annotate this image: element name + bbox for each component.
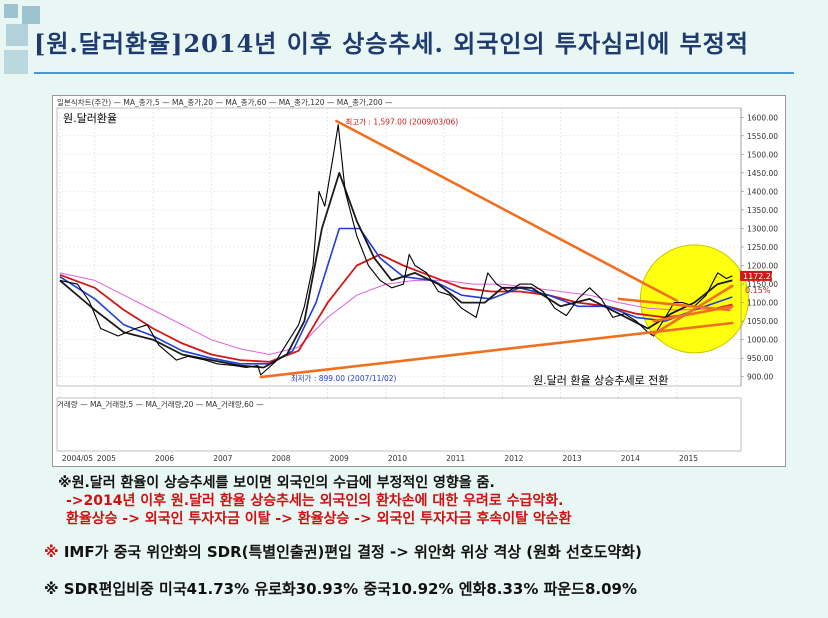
series-line-price bbox=[59, 124, 733, 376]
trend-annotation: 원.달러 환율 상승추세로 전환 bbox=[533, 374, 668, 387]
trend-line-recent-1 bbox=[652, 284, 734, 336]
note-imf: IMF가 중국 위안화의 SDR(특별인출권)편입 결정 -> 위안화 위상 격… bbox=[63, 543, 642, 561]
x-tick-label: 2005 bbox=[97, 454, 116, 463]
y-tick-label: 1050.00 bbox=[747, 317, 778, 326]
current-value: 1172.20 bbox=[743, 272, 776, 281]
text-line-1: ※원.달러 환율이 상승추세를 보이면 외국인의 수급에 부정적인 영향을 줌. bbox=[58, 475, 495, 491]
text-line-2: ->2014년 이후 원.달러 환율 상승추세는 외국인의 환차손에 대한 우려… bbox=[66, 493, 564, 509]
chart-series bbox=[59, 124, 733, 376]
x-tick-label: 2010 bbox=[388, 454, 407, 463]
y-tick-label: 1300.00 bbox=[747, 224, 778, 233]
decor-square-2 bbox=[22, 6, 40, 24]
page-title: [원.달러환율]2014년 이후 상승추세. 외국인의 투자심리에 부정적 bbox=[34, 29, 749, 58]
y-tick-label: 1350.00 bbox=[747, 206, 778, 215]
x-tick-label: 2013 bbox=[563, 454, 582, 463]
chart-legend: 일본식차트(주간) — MA_종가,5 — MA_종가,20 — MA_종가,6… bbox=[57, 97, 393, 107]
text-line-5: ※ SDR편입비중 미국41.73% 유로화30.93% 중국10.92% 엔화… bbox=[44, 580, 638, 598]
trend-lines bbox=[259, 119, 734, 379]
volume-legend: 거래량 — MA_거래량,5 — MA_거래량,20 — MA_거래량,60 — bbox=[57, 400, 264, 409]
y-tick-label: 1400.00 bbox=[747, 187, 778, 196]
note-mark: ※ bbox=[44, 543, 59, 561]
series-label: 원.달러환율 bbox=[63, 112, 117, 125]
series-line-ma60 bbox=[59, 227, 733, 365]
y-tick-label: 1600.00 bbox=[747, 113, 778, 122]
x-tick-label: 2012 bbox=[504, 454, 523, 463]
y-axis: 900.00 950.00 1000.00 1050.00 1100.00 1150.00… bbox=[740, 108, 778, 386]
current-change: 0.15% bbox=[745, 286, 771, 295]
trend-line-down bbox=[335, 119, 679, 303]
text-line-4: ※ IMF가 중국 위안화의 SDR(특별인출권)편입 결정 -> 위안화 위상… bbox=[44, 541, 642, 562]
series-line-ma20 bbox=[59, 172, 733, 369]
y-tick-label: 1150.00 bbox=[747, 280, 778, 289]
exchange-rate-chart: 900.00 950.00 1000.00 1050.00 1100.00 1150.00… bbox=[56, 97, 778, 463]
y-tick-label: 900.00 bbox=[747, 373, 773, 382]
y-tick-label: 1550.00 bbox=[747, 132, 778, 141]
decor-square-3 bbox=[6, 24, 28, 46]
y-tick-label: 1000.00 bbox=[747, 336, 778, 345]
trend-line-up bbox=[259, 321, 734, 379]
x-tick-label: 2008 bbox=[271, 454, 290, 463]
x-tick-label: 2011 bbox=[446, 454, 465, 463]
decor-square-1 bbox=[4, 4, 18, 18]
x-tick-label: 2006 bbox=[155, 454, 174, 463]
x-tick-label: 2007 bbox=[213, 454, 232, 463]
volume-panel-frame bbox=[56, 397, 742, 452]
title-divider bbox=[34, 72, 794, 74]
x-tick-label: 2009 bbox=[330, 454, 349, 463]
y-tick-label: 1250.00 bbox=[747, 243, 778, 252]
x-tick-label: 2014 bbox=[621, 454, 640, 463]
volume-grid bbox=[56, 397, 742, 452]
high-label: 최고가 : 1,597.00 (2009/03/06) bbox=[345, 116, 458, 126]
y-tick-label: 950.00 bbox=[747, 354, 773, 363]
y-tick-label: 1200.00 bbox=[747, 262, 778, 271]
y-tick-label: 1450.00 bbox=[747, 169, 778, 178]
decor-square-4 bbox=[4, 50, 28, 74]
highlight-circle bbox=[639, 244, 749, 354]
x-tick-label: 2015 bbox=[679, 454, 698, 463]
text-line-3: 환율상승 -> 외국인 투자자금 이탈 -> 환율상승 -> 외국인 투자자금 … bbox=[66, 511, 572, 527]
trend-line-recent-3 bbox=[617, 297, 731, 312]
y-tick-label: 1100.00 bbox=[747, 299, 778, 308]
chart-panel: 900.00 950.00 1000.00 1050.00 1100.00 1150.00… bbox=[52, 95, 786, 467]
low-label: 최저가 : 899.00 (2007/11/02) bbox=[291, 373, 397, 383]
current-value-box bbox=[740, 270, 772, 281]
x-axis: 2004/05 2005 2006 2007 2008 2009 2010 2011 2012 2… bbox=[62, 454, 698, 463]
y-tick-label: 1500.00 bbox=[747, 150, 778, 159]
x-tick-label: 2004/05 bbox=[62, 454, 93, 463]
